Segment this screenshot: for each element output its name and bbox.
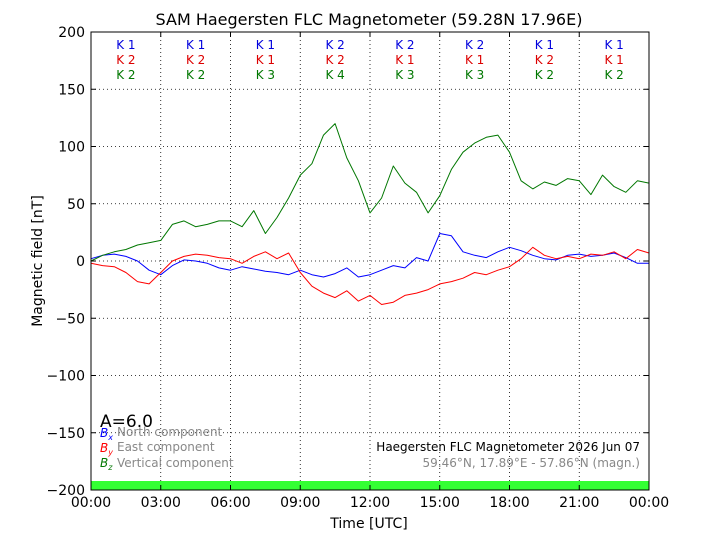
station-annotation: Haegersten FLC Magnetometer 2026 Jun 07 — [376, 440, 640, 454]
y-tick-label: −50 — [55, 311, 85, 327]
k-index-label: K 2 — [116, 53, 135, 67]
x-tick-label: 06:00 — [210, 495, 250, 511]
k-index-label: K 1 — [186, 38, 205, 52]
legend-symbol: B — [100, 426, 108, 440]
y-tick-label: 150 — [58, 82, 85, 98]
legend-item-vertical: Bz Vertical component — [100, 456, 234, 472]
y-tick-label: 200 — [58, 25, 85, 41]
legend-item-north: Bx North component — [100, 425, 223, 442]
x-tick-label: 12:00 — [350, 495, 390, 511]
k-index-label: K 2 — [604, 68, 623, 82]
k-index-label: K 3 — [256, 68, 275, 82]
legend: Bx North component By East component Bz … — [100, 425, 234, 472]
k-index-label: K 1 — [256, 38, 275, 52]
legend-subscript: y — [107, 448, 113, 457]
k-index-label: K 2 — [395, 38, 414, 52]
a-index-label: A=6.0 — [100, 412, 153, 432]
series-east-line — [90, 246, 650, 305]
x-tick-label: 00:00 — [629, 495, 669, 511]
x-tick-label: 09:00 — [280, 495, 320, 511]
y-axis-ticks: 200 150 100 50 0 −50 −100 −150 −200 — [47, 25, 649, 499]
k-index-label: K 1 — [465, 53, 484, 67]
svg-text:By: By — [100, 441, 113, 457]
legend-text: Vertical component — [117, 456, 234, 470]
y-tick-label: 100 — [58, 140, 85, 156]
x-tick-label: 15:00 — [420, 495, 460, 511]
k-index-label: K 2 — [465, 38, 484, 52]
k-index-label: K 1 — [256, 53, 275, 67]
x-tick-label: 18:00 — [489, 495, 529, 511]
k-index-label: K 2 — [186, 68, 205, 82]
k-index-label: K 1 — [604, 38, 623, 52]
k-index-label: K 1 — [116, 38, 135, 52]
y-axis-label: Magnetic field [nT] — [30, 195, 46, 327]
x-axis-label: Time [UTC] — [329, 516, 407, 532]
legend-symbol: B — [100, 441, 108, 455]
x-tick-label: 00:00 — [71, 495, 111, 511]
series-north-line — [90, 233, 649, 278]
series-vertical-line — [90, 123, 650, 262]
k-index-label: K 2 — [116, 68, 135, 82]
legend-item-east: By East component — [100, 440, 215, 457]
legend-text: East component — [117, 440, 215, 454]
legend-subscript: x — [107, 433, 113, 442]
k-index-label: K 4 — [325, 68, 344, 82]
coordinates-annotation: 59.46°N, 17.89°E - 57.86°N (magn.) — [423, 456, 640, 470]
k-index-label: K 3 — [395, 68, 414, 82]
legend-text: North component — [117, 425, 223, 439]
svg-text:Bz: Bz — [100, 456, 113, 472]
k-index-label: K 2 — [325, 53, 344, 67]
y-tick-label: −150 — [47, 426, 85, 442]
k-index-label: K 3 — [465, 68, 484, 82]
data-series — [90, 123, 650, 305]
k-index-label: K 2 — [186, 53, 205, 67]
x-tick-label: 21:00 — [559, 495, 599, 511]
y-tick-label: −100 — [47, 369, 85, 385]
legend-symbol: B — [100, 456, 108, 470]
k-index-label: K 1 — [395, 53, 414, 67]
y-tick-label: 0 — [76, 254, 85, 270]
k-index-label: K 2 — [535, 68, 554, 82]
grid-lines — [91, 32, 649, 490]
legend-subscript: z — [107, 463, 113, 472]
svg-text:Bx: Bx — [100, 426, 113, 442]
chart-title: SAM Haegersten FLC Magnetometer (59.28N … — [156, 10, 583, 29]
y-tick-label: 50 — [67, 197, 85, 213]
x-axis-ticks: 00:00 03:00 06:00 09:00 12:00 15:00 18:00 21:00… — [71, 32, 669, 511]
k-index-label: K 1 — [604, 53, 623, 67]
y-tick-label: −200 — [47, 483, 85, 499]
x-tick-label: 03:00 — [141, 495, 181, 511]
k-index-label: K 2 — [325, 38, 344, 52]
k-index-label: K 2 — [535, 53, 554, 67]
k-index-label: K 1 — [535, 38, 554, 52]
